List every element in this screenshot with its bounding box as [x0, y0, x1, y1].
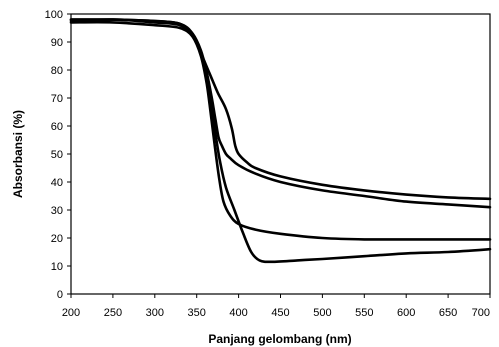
y-tick-label: 90 — [51, 37, 63, 49]
y-axis-ticks: 0 10 20 30 40 50 60 70 80 90 100 — [45, 9, 71, 301]
x-tick-label: 400 — [229, 307, 247, 319]
y-tick-label: 40 — [51, 177, 63, 189]
x-tick-label: 700 — [472, 307, 490, 319]
x-tick-label: 250 — [104, 307, 122, 319]
x-axis-ticks: 200 250 300 350 400 450 500 550 600 650 700 — [62, 294, 491, 319]
series-line-3 — [69, 18, 492, 241]
series-line-4 — [69, 18, 492, 264]
x-tick-label: 200 — [62, 307, 80, 319]
series-group — [69, 18, 492, 264]
y-tick-label: 60 — [51, 121, 63, 133]
y-tick-label: 80 — [51, 65, 63, 77]
series-line-1 — [69, 18, 492, 209]
series-line-2 — [69, 20, 492, 201]
y-tick-label: 20 — [51, 233, 63, 245]
x-tick-label: 500 — [313, 307, 331, 319]
x-tick-label: 600 — [397, 307, 415, 319]
y-axis-title: Absorbansi (%) — [11, 110, 25, 198]
x-tick-label: 450 — [271, 307, 289, 319]
y-tick-label: 70 — [51, 93, 63, 105]
y-tick-label: 100 — [45, 9, 63, 21]
y-tick-label: 0 — [57, 289, 63, 301]
x-axis-title: Panjang gelombang (nm) — [208, 332, 351, 346]
y-tick-label: 30 — [51, 205, 63, 217]
x-tick-label: 300 — [146, 307, 164, 319]
x-tick-label: 350 — [188, 307, 206, 319]
x-tick-label: 550 — [355, 307, 373, 319]
x-tick-label: 650 — [439, 307, 457, 319]
y-tick-label: 50 — [51, 149, 63, 161]
y-tick-label: 10 — [51, 261, 63, 273]
